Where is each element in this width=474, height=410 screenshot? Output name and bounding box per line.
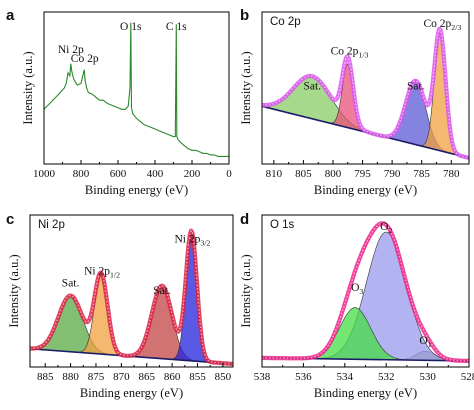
x-tick-label: 534 [337,371,354,383]
x-tick-label: 800 [73,168,90,180]
panel-title: Co 2p [270,16,301,28]
x-tick-label: 805 [295,168,312,180]
peak-label: O2 [380,221,392,235]
peak-label: O 1s [120,21,142,33]
y-axis-label: Intensity (a.u.) [7,254,21,327]
peak-label: O1 [419,335,431,349]
x-tick-label: 860 [164,371,181,383]
x-tick-label: 780 [443,168,460,180]
plot-area [262,221,469,363]
x-tick-label: 0 [226,168,232,180]
panel-letter: d [240,211,249,228]
panel-letter: c [6,211,14,228]
peak-label: Co 2p [71,53,99,65]
x-tick-label: 538 [254,371,271,383]
x-tick-label: 800 [325,168,342,180]
y-axis-label: Intensity (a.u.) [239,51,253,124]
x-tick-label: 536 [295,371,312,383]
x-tick-label: 810 [266,168,283,180]
plot-area [44,22,229,157]
x-axis-label: Binding energy (eV) [314,386,417,400]
x-axis-label: Binding energy (eV) [85,183,188,197]
peak-label: Ni 2p1/2 [84,265,120,279]
x-tick-label: 528 [461,371,474,383]
x-tick-label: 790 [384,168,401,180]
panel-d: d 538 536 534 532 530 528 Binding energy (eV) In… [239,211,474,400]
x-tick-label: 795 [354,168,371,180]
x-tick-label: 875 [88,371,105,383]
peak-label: Co 2p1/3 [331,46,369,60]
x-tick-label: 600 [110,168,127,180]
y-axis-label: Intensity (a.u.) [21,51,35,124]
peak-label: Ni 2p3/2 [174,233,210,247]
peak-label: Sat. [407,81,425,93]
x-tick-label: 1000 [33,168,56,180]
plot-frame [43,11,230,165]
data-points [30,229,233,365]
x-tick-label: 880 [62,371,79,383]
peak-label: C 1s [166,21,187,33]
panel-letter: b [240,7,249,24]
x-axis-label: Binding energy (eV) [80,386,183,400]
x-tick-label: 785 [413,168,430,180]
x-tick-label: 885 [37,371,54,383]
peak-label: Sat. [62,277,80,289]
x-tick-label: 200 [184,168,201,180]
x-axis-label: Binding energy (eV) [314,183,417,197]
panel-title: O 1s [270,219,295,231]
x-tick-label: 532 [378,371,395,383]
plot-area [262,26,469,160]
panel-a: a 1000 800 600 400 200 0 Binding energy (eV) Int… [6,7,232,197]
peak-label: Co 2p2/3 [423,18,461,32]
x-tick-label: 855 [189,371,206,383]
peak-label: O3 [351,282,363,296]
x-tick-label: 870 [113,371,130,383]
plot-frame [261,11,470,165]
y-axis-label: Intensity (a.u.) [239,254,253,327]
panel-c: c 885 880 875 870 865 860 855 850 Binding energy … [6,211,234,400]
peak-label: Sat. [303,81,321,93]
plot-area [30,228,233,367]
envelope-curve [262,26,469,160]
plot-frame [29,214,234,368]
panel-letter: a [6,7,15,24]
x-tick-label: 530 [419,371,436,383]
peak-label: Ni 2p [58,44,84,56]
data-points [262,222,469,362]
x-tick-label: 850 [215,371,232,383]
panel-b: b 810 805 800 795 790 785 780 Binding energy (eV… [239,7,470,197]
peak-label: Sat. [153,285,171,297]
x-tick-label: 400 [147,168,164,180]
x-tick-label: 865 [138,371,155,383]
survey-spectrum-line [44,22,229,157]
panel-title: Ni 2p [38,219,65,231]
